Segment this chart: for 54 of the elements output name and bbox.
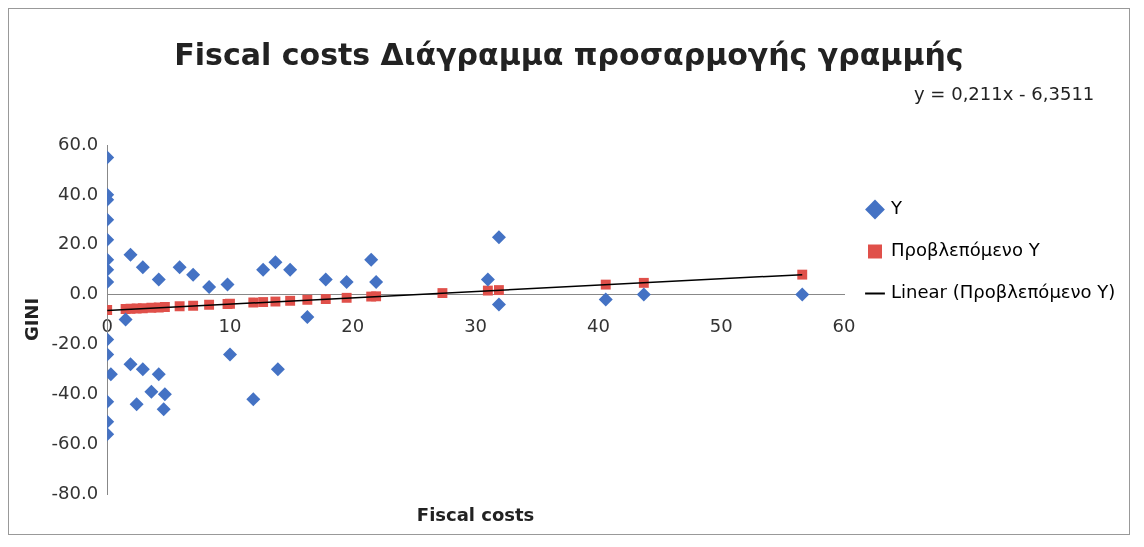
x-tick-label: 20 (341, 315, 365, 337)
point (151, 367, 166, 382)
y-tick-label: -60.0 (51, 431, 99, 453)
point (129, 397, 144, 412)
x-axis-title: Fiscal costs (416, 503, 535, 525)
chart-title: Fiscal costs Διάγραμμα προσαρμογής γραμμής (174, 36, 964, 72)
y-tick-label: 0.0 (69, 282, 99, 304)
point (491, 230, 506, 245)
point (220, 277, 235, 292)
point (157, 387, 172, 402)
x-tick-label: 30 (464, 315, 488, 337)
point (246, 392, 261, 407)
legend-label: Y (890, 197, 903, 219)
point (144, 384, 159, 399)
point (283, 262, 298, 277)
point (795, 287, 810, 302)
legend-label: Προβλεπόμενο Y (891, 239, 1041, 261)
point (172, 260, 187, 275)
point (135, 260, 150, 275)
point (636, 287, 651, 302)
legend-label: Linear (Προβλεπόμενο Y) (891, 281, 1116, 303)
text: y = 0,211x - 6,3511 (914, 82, 1095, 104)
point (369, 275, 384, 290)
point (123, 357, 138, 372)
x-tick-label: 40 (586, 315, 610, 337)
y-tick-label: 60.0 (58, 132, 99, 154)
point (186, 267, 201, 282)
point (318, 272, 333, 287)
y-tick-label: 20.0 (58, 232, 99, 254)
y-tick-label: -80.0 (51, 481, 99, 503)
point (598, 292, 613, 307)
point (797, 269, 808, 280)
point (300, 310, 315, 325)
point (135, 362, 150, 377)
y-tick-label: -40.0 (51, 381, 99, 403)
point (123, 247, 138, 262)
point (491, 297, 506, 312)
y-axis-title: GINI (21, 297, 43, 342)
point (222, 347, 237, 362)
point (364, 252, 379, 267)
point (480, 272, 495, 287)
point (339, 275, 354, 290)
point (118, 312, 133, 327)
point (151, 272, 166, 287)
x-tick-label: 60 (832, 315, 856, 337)
point (156, 402, 171, 417)
y-tick-label: -20.0 (51, 332, 99, 354)
point (256, 262, 271, 277)
point (270, 362, 285, 377)
x-tick-label: 50 (709, 315, 733, 337)
x-tick-label: 10 (218, 315, 242, 337)
y-tick-label: 40.0 (58, 182, 99, 204)
point (268, 255, 283, 270)
point (202, 280, 217, 295)
